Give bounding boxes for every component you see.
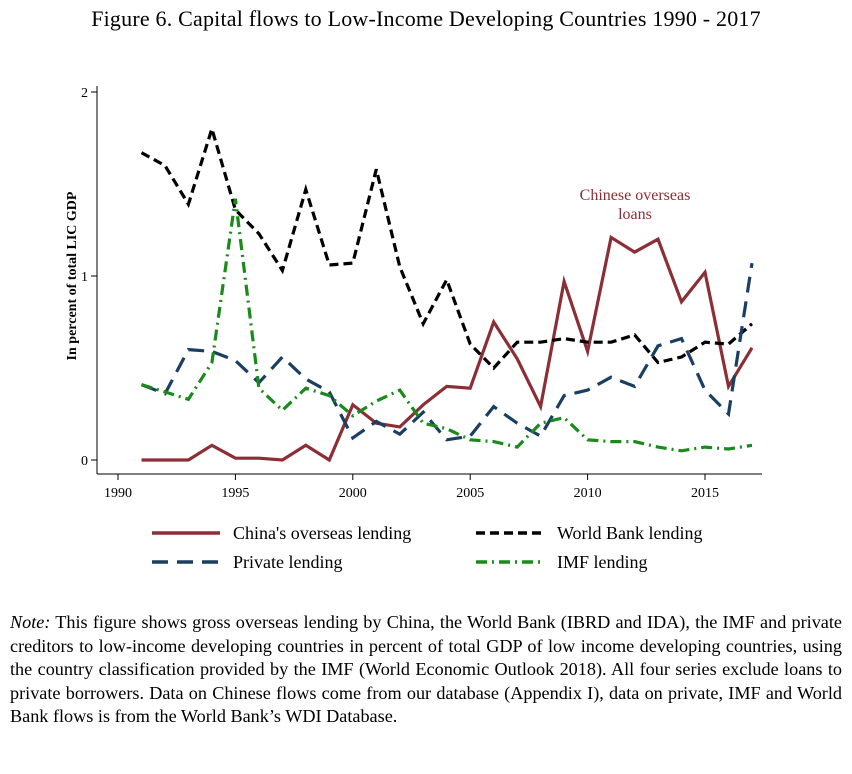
y-axis-label: In percent of total LIC GDP bbox=[65, 191, 80, 360]
annotation-line: Chinese overseas bbox=[580, 187, 691, 204]
x-tick-label: 2015 bbox=[691, 486, 719, 501]
series-line-world-bank bbox=[140, 123, 754, 371]
figure-note: Note: This figure shows gross overseas l… bbox=[10, 611, 842, 729]
note-text: This figure shows gross overseas lending… bbox=[10, 612, 842, 727]
legend-label: IMF lending bbox=[557, 552, 648, 572]
x-tick-label: 1990 bbox=[104, 486, 132, 501]
note-label: Note: bbox=[10, 612, 51, 632]
legend-label: China's overseas lending bbox=[233, 523, 411, 543]
x-tick-label: 2005 bbox=[456, 486, 484, 501]
annotation-line: loans bbox=[618, 206, 652, 223]
legend-item-imf: IMF lending bbox=[476, 552, 648, 572]
axes: 0 1 2 1990 1995 2000 2005 2010 2015 In percent of… bbox=[65, 86, 762, 501]
legend-label: Private lending bbox=[233, 552, 342, 572]
series-lines bbox=[140, 123, 754, 463]
line-chart: 0 1 2 1990 1995 2000 2005 2010 2015 In percent of… bbox=[65, 86, 762, 572]
series-line-private bbox=[140, 262, 754, 442]
x-tick-label: 2010 bbox=[574, 486, 602, 501]
legend-label: World Bank lending bbox=[557, 523, 703, 543]
y-tick-label: 2 bbox=[81, 86, 88, 101]
y-tick-label: 0 bbox=[81, 454, 88, 469]
x-tick-label: 2000 bbox=[339, 486, 367, 501]
annotations: Chinese overseas loans bbox=[580, 187, 691, 223]
legend-item-private: Private lending bbox=[152, 552, 342, 572]
series-line-china bbox=[141, 234, 754, 463]
legend-item-china: China's overseas lending bbox=[152, 523, 411, 543]
figure-title: Figure 6. Capital flows to Low-Income De… bbox=[91, 6, 761, 31]
legend-item-world-bank: World Bank lending bbox=[476, 523, 703, 543]
series-line-imf bbox=[141, 198, 753, 453]
y-tick-label: 1 bbox=[81, 270, 88, 285]
legend: China's overseas lending World Bank lendi… bbox=[152, 523, 703, 572]
chart-annotation: Chinese overseas loans bbox=[580, 187, 691, 223]
x-tick-label: 1995 bbox=[221, 486, 249, 501]
